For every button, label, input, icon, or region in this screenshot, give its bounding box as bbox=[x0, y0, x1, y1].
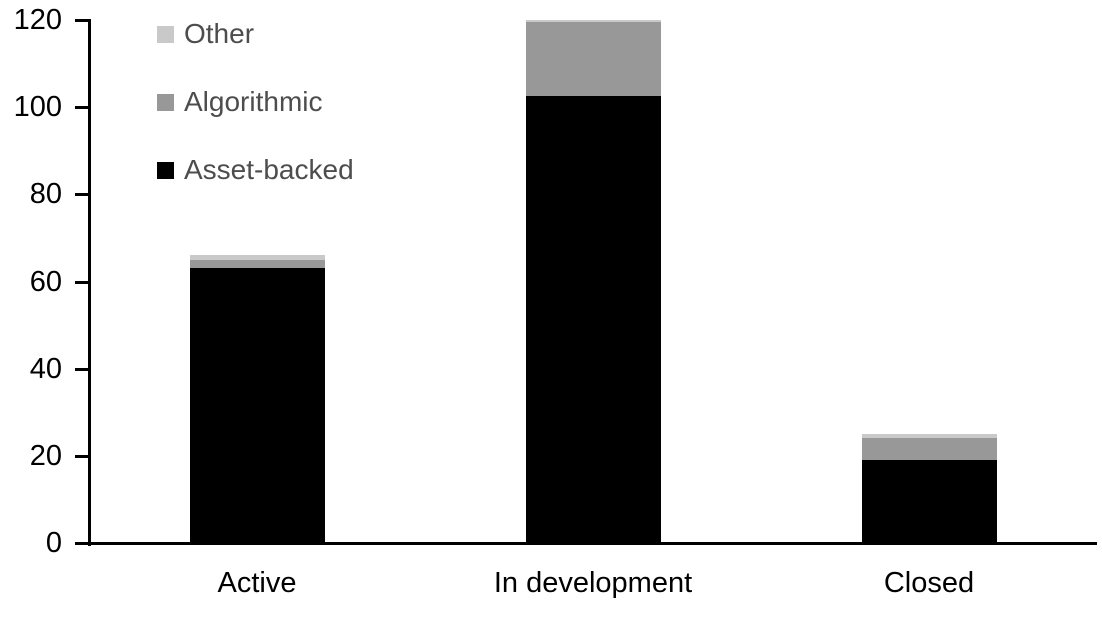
y-tick-mark bbox=[75, 281, 88, 284]
y-tick-label: 0 bbox=[45, 527, 62, 559]
y-tick-mark bbox=[75, 542, 88, 545]
y-axis-line bbox=[88, 19, 91, 546]
x-axis-line bbox=[88, 542, 1097, 545]
bar-segment-asset-backed-closed bbox=[862, 460, 997, 543]
y-tick-mark bbox=[75, 368, 88, 371]
x-axis-label-in-development: In development bbox=[493, 567, 693, 599]
y-tick-label: 100 bbox=[13, 91, 62, 123]
x-axis-label-closed: Closed bbox=[883, 567, 975, 599]
legend-swatch-other bbox=[157, 25, 174, 43]
y-tick-mark bbox=[75, 19, 88, 22]
legend-label: Algorithmic bbox=[184, 86, 323, 117]
y-tick-label: 60 bbox=[29, 266, 62, 298]
y-tick-label: 80 bbox=[29, 178, 62, 210]
bar-segment-asset-backed-in-development bbox=[526, 96, 661, 543]
legend-item-algorithmic: Algorithmic bbox=[157, 86, 323, 117]
legend-swatch-algorithmic bbox=[157, 93, 174, 111]
legend-item-asset-backed: Asset-backed bbox=[157, 154, 354, 185]
y-tick-mark bbox=[75, 106, 88, 109]
legend-swatch-asset-backed bbox=[157, 161, 174, 179]
bar-segment-algorithmic-in-development bbox=[526, 22, 661, 97]
legend-item-other: Other bbox=[157, 18, 255, 49]
bar-segment-other-in-development bbox=[526, 20, 661, 23]
y-tick-label: 40 bbox=[29, 353, 62, 385]
bar-segment-asset-backed-active bbox=[190, 268, 325, 543]
y-tick-label: 120 bbox=[13, 4, 62, 36]
bar-segment-algorithmic-active bbox=[190, 259, 325, 269]
bar-segment-algorithmic-closed bbox=[862, 438, 997, 461]
y-tick-label: 20 bbox=[29, 440, 62, 472]
bar-segment-other-closed bbox=[862, 434, 997, 439]
legend-label: Asset-backed bbox=[184, 154, 354, 185]
legend-label: Other bbox=[184, 18, 255, 49]
bar-segment-other-active bbox=[190, 255, 325, 260]
y-tick-mark bbox=[75, 455, 88, 458]
y-tick-mark bbox=[75, 193, 88, 196]
x-axis-label-active: Active bbox=[217, 567, 297, 599]
